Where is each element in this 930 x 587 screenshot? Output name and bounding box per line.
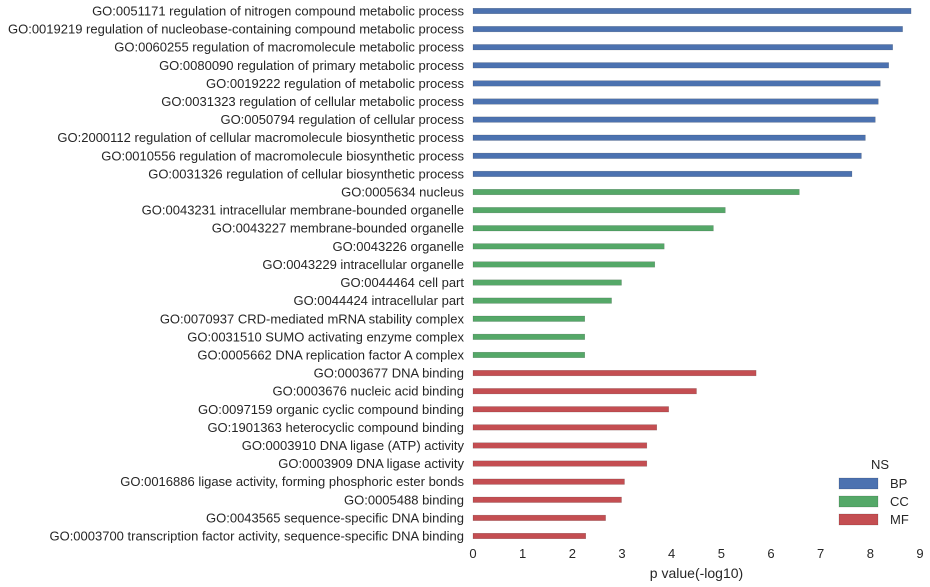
x-tick-label: 9	[916, 546, 923, 561]
x-tick-label: 3	[618, 546, 625, 561]
bar	[472, 460, 648, 467]
bar	[472, 189, 800, 196]
bar	[472, 98, 879, 105]
bar	[472, 424, 658, 431]
legend-swatch	[838, 495, 879, 508]
x-tick-label: 8	[867, 546, 874, 561]
category-label: GO:0050794 regulation of cellular proces…	[220, 112, 464, 127]
bar	[472, 333, 585, 340]
category-label: GO:0043227 membrane-bounded organelle	[212, 221, 464, 236]
bar	[472, 514, 606, 521]
bar	[472, 442, 648, 449]
category-label: GO:0005488 binding	[344, 492, 464, 507]
category-label: GO:0044464 cell part	[340, 275, 464, 290]
x-axis-label: p value(-log10)	[650, 565, 743, 581]
legend-label: BP	[890, 476, 907, 491]
bar	[472, 26, 903, 33]
category-label: GO:0003676 nucleic acid binding	[272, 384, 464, 399]
bar	[472, 533, 586, 539]
bar	[472, 225, 714, 232]
category-label: GO:2000112 regulation of cellular macrom…	[57, 130, 464, 145]
legend-label: MF	[890, 512, 909, 527]
bar	[472, 207, 726, 214]
category-label: GO:0044424 intracellular part	[293, 293, 464, 308]
category-labels: GO:0051171 regulation of nitrogen compou…	[8, 4, 465, 544]
legend: NS BP CC MF	[838, 457, 909, 527]
legend-swatch	[838, 477, 879, 490]
category-label: GO:0016886 ligase activity, forming phos…	[120, 474, 464, 489]
x-tick-label: 1	[519, 546, 526, 561]
bar	[472, 496, 622, 503]
bar	[472, 116, 876, 123]
bar	[472, 297, 612, 304]
bars-layer	[472, 8, 912, 539]
category-label: GO:0043229 intracellular organelle	[262, 257, 464, 272]
x-tick-label: 5	[718, 546, 725, 561]
category-label: GO:0080090 regulation of primary metabol…	[159, 58, 464, 73]
category-label: GO:0010556 regulation of macromolecule b…	[101, 148, 464, 163]
bar	[472, 62, 889, 69]
bar	[472, 243, 665, 250]
bar	[472, 406, 669, 413]
category-label: GO:1901363 heterocyclic compound binding	[207, 420, 464, 435]
category-label: GO:0097159 organic cyclic compound bindi…	[198, 402, 464, 417]
category-label: GO:0051171 regulation of nitrogen compou…	[92, 4, 464, 19]
category-label: GO:0060255 regulation of macromolecule m…	[114, 40, 464, 55]
x-tick-label: 0	[469, 546, 476, 561]
x-tick-label: 4	[668, 546, 675, 561]
category-label: GO:0019219 regulation of nucleobase-cont…	[8, 22, 465, 37]
category-label: GO:0031326 regulation of cellular biosyn…	[148, 166, 464, 181]
legend-title: NS	[871, 457, 889, 472]
x-tick-label: 6	[767, 546, 774, 561]
x-tick-label: 2	[569, 546, 576, 561]
bar	[472, 44, 893, 51]
bar	[472, 388, 697, 395]
bar	[472, 134, 866, 141]
bar	[472, 80, 881, 87]
category-label: GO:0003909 DNA ligase activity	[278, 456, 464, 471]
category-label: GO:0070937 CRD-mediated mRNA stability c…	[160, 311, 465, 326]
category-label: GO:0005662 DNA replication factor A comp…	[197, 347, 464, 362]
category-label: GO:0031323 regulation of cellular metabo…	[161, 94, 464, 109]
bar	[472, 152, 862, 159]
category-label: GO:0031510 SUMO activating enzyme comple…	[187, 329, 464, 344]
legend-swatch	[838, 513, 879, 526]
bar	[472, 279, 622, 286]
category-label: GO:0003677 DNA binding	[314, 366, 464, 381]
bar	[472, 8, 912, 14]
bar	[472, 370, 757, 377]
category-label: GO:0019222 regulation of metabolic proce…	[206, 76, 464, 91]
bar	[472, 351, 585, 358]
x-axis: 0 1 2 3 4 5 6 7 8 9	[469, 546, 923, 561]
category-label: GO:0043226 organelle	[332, 239, 464, 254]
category-label: GO:0005634 nucleus	[341, 185, 464, 200]
legend-label: CC	[890, 494, 909, 509]
category-label: GO:0043565 sequence-specific DNA binding	[206, 510, 464, 525]
category-label: GO:0003910 DNA ligase (ATP) activity	[242, 438, 465, 453]
bar	[472, 315, 585, 322]
category-label: GO:0003700 transcription factor activity…	[49, 529, 464, 544]
bar	[472, 478, 625, 485]
bar	[472, 261, 656, 268]
category-label: GO:0043231 intracellular membrane-bounde…	[142, 203, 464, 218]
x-tick-label: 7	[817, 546, 824, 561]
bar	[472, 170, 853, 177]
